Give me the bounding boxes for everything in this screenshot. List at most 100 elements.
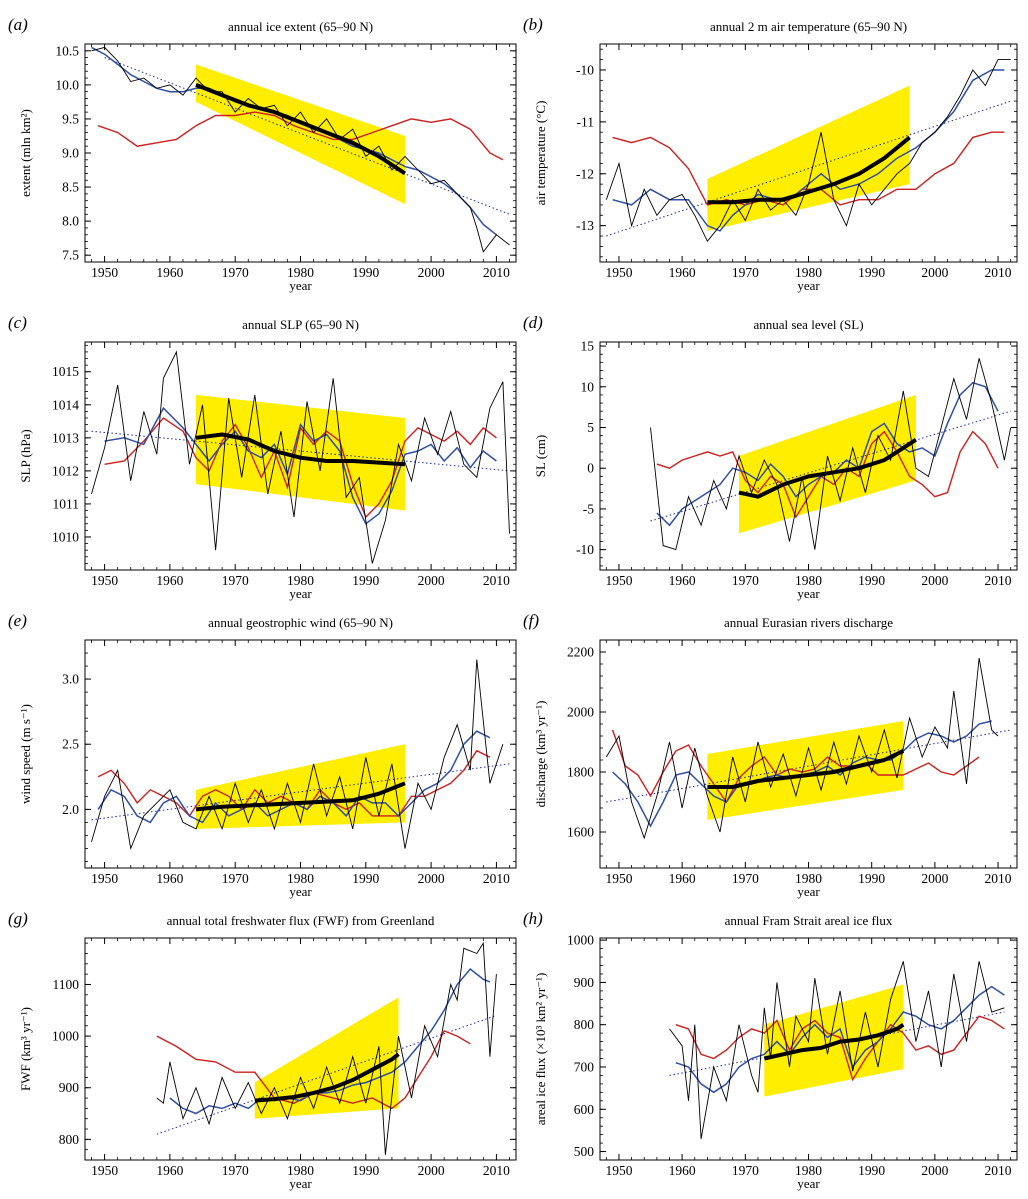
- x-tick-label: 2010: [985, 1163, 1012, 1178]
- x-tick-label: 1950: [605, 265, 632, 280]
- x-tick-label: 1990: [858, 871, 885, 886]
- x-tick-label: 1970: [732, 573, 759, 588]
- x-tick-label: 1960: [669, 573, 696, 588]
- x-tick-label: 1990: [352, 871, 379, 886]
- x-tick-label: 1950: [91, 265, 118, 280]
- panel-label: (d): [523, 313, 543, 332]
- panel-label: (e): [8, 611, 27, 630]
- ensemble-spread-band: [196, 64, 405, 205]
- chart-title: annual ice extent (65–90 N): [228, 19, 373, 34]
- x-tick-label: 2000: [418, 871, 445, 886]
- x-tick-label: 1980: [287, 265, 314, 280]
- ensemble-spread-band: [707, 85, 910, 231]
- x-tick-label: 2000: [921, 265, 948, 280]
- red-series-line: [675, 1015, 1005, 1082]
- y-tick-label: -11: [577, 114, 595, 129]
- red-series-line: [156, 1030, 471, 1110]
- ensemble-mean-line: [707, 135, 911, 205]
- y-tick-label: 1014: [52, 397, 79, 412]
- x-tick-label: 1960: [156, 265, 183, 280]
- x-tick-label: 1960: [669, 871, 696, 886]
- x-tick-label: 2010: [483, 1163, 510, 1178]
- chart-title: annual geostrophic wind (65–90 N): [208, 615, 393, 630]
- y-tick-label: 10.5: [55, 43, 79, 58]
- chart-panel-2: 1950 1960 1970 1980 1990 2000 2010 -13 -12 -11 -10…: [523, 15, 1018, 293]
- x-tick-label: 1950: [91, 871, 118, 886]
- y-tick-label: 9.0: [62, 146, 79, 161]
- x-tick-label: 1990: [352, 265, 379, 280]
- y-tick-label: 3.0: [62, 672, 79, 687]
- y-tick-label: -10: [576, 62, 594, 77]
- x-tick-label: 2000: [418, 265, 445, 280]
- blue-series-line: [169, 967, 491, 1115]
- x-tick-label: 1990: [352, 1163, 379, 1178]
- observed-series-line: [91, 46, 510, 253]
- y-tick-label: 10: [581, 379, 595, 394]
- x-tick-label: 1970: [222, 871, 249, 886]
- x-tick-label: 2000: [921, 1163, 948, 1178]
- y-tick-label: 800: [574, 1017, 595, 1032]
- x-tick-label: 2000: [418, 1163, 445, 1178]
- chart-title: annual SLP (65–90 N): [242, 317, 359, 332]
- ensemble-spread-band: [254, 997, 399, 1119]
- x-tick-label: 1970: [222, 1163, 249, 1178]
- y-tick-label: 2.5: [62, 737, 79, 752]
- x-tick-label: 1950: [605, 871, 632, 886]
- linear-trend-line: [606, 729, 1011, 803]
- y-tick-label: 15: [581, 339, 595, 354]
- ensemble-mean-line: [195, 781, 406, 812]
- y-tick-label: 700: [574, 1059, 595, 1074]
- ensemble-mean-line: [763, 1023, 905, 1061]
- y-tick-label: -5: [583, 501, 594, 516]
- y-tick-label: 9.5: [62, 111, 79, 126]
- x-axis-label: year: [797, 586, 820, 601]
- x-tick-label: 1960: [156, 1163, 183, 1178]
- y-tick-label: -10: [576, 542, 594, 557]
- chart-title: annual Eurasian rivers discharge: [724, 615, 893, 630]
- x-tick-label: 1950: [91, 573, 118, 588]
- observed-series-line: [605, 657, 999, 840]
- x-tick-label: 1980: [287, 1163, 314, 1178]
- observed-series-line: [91, 659, 504, 851]
- y-tick-label: 2200: [567, 645, 594, 660]
- x-axis-label: year: [797, 884, 820, 899]
- y-tick-label: 1100: [53, 977, 80, 992]
- y-tick-label: -12: [576, 166, 594, 181]
- y-axis-label: extent (mln km²): [18, 109, 33, 197]
- y-tick-label: 1013: [52, 430, 79, 445]
- x-axis-label: year: [289, 278, 312, 293]
- plot-frame: [84, 639, 517, 869]
- panel-label: (a): [8, 15, 28, 34]
- ensemble-mean-line: [254, 1052, 400, 1103]
- ensemble-spread-band: [707, 721, 904, 820]
- x-tick-label: 2010: [985, 265, 1012, 280]
- y-axis-label: SLP (hPa): [18, 429, 33, 482]
- blue-series-line: [104, 406, 497, 525]
- y-tick-label: 0: [587, 461, 594, 476]
- x-tick-label: 2010: [985, 573, 1012, 588]
- y-axis-label: areal ice flux (×10³ km² yr⁻¹): [533, 973, 548, 1126]
- panel-label: (b): [523, 15, 543, 34]
- x-tick-label: 1960: [669, 1163, 696, 1178]
- ensemble-spread-band: [764, 984, 904, 1097]
- chart-title: annual Fram Strait areal ice flux: [725, 913, 893, 928]
- x-tick-label: 1970: [222, 573, 249, 588]
- chart-panel-6: 1950 1960 1970 1980 1990 2000 2010 1600 1800 2000…: [523, 611, 1018, 899]
- x-axis-label: year: [289, 1176, 312, 1191]
- x-tick-label: 1980: [287, 573, 314, 588]
- x-tick-label: 1970: [732, 1163, 759, 1178]
- red-series-line: [611, 729, 980, 804]
- x-tick-label: 1990: [858, 265, 885, 280]
- x-tick-label: 1970: [732, 871, 759, 886]
- y-axis-label: wind speed (m s⁻¹): [18, 704, 33, 804]
- y-tick-label: 1012: [52, 463, 79, 478]
- panel-label: (h): [523, 909, 543, 928]
- x-tick-label: 1990: [352, 573, 379, 588]
- y-tick-label: 1010: [52, 529, 79, 544]
- x-tick-label: 1980: [795, 573, 822, 588]
- x-tick-label: 2010: [483, 573, 510, 588]
- y-tick-label: 8.0: [62, 214, 79, 229]
- observed-series-line: [669, 961, 1005, 1139]
- x-axis-label: year: [289, 884, 312, 899]
